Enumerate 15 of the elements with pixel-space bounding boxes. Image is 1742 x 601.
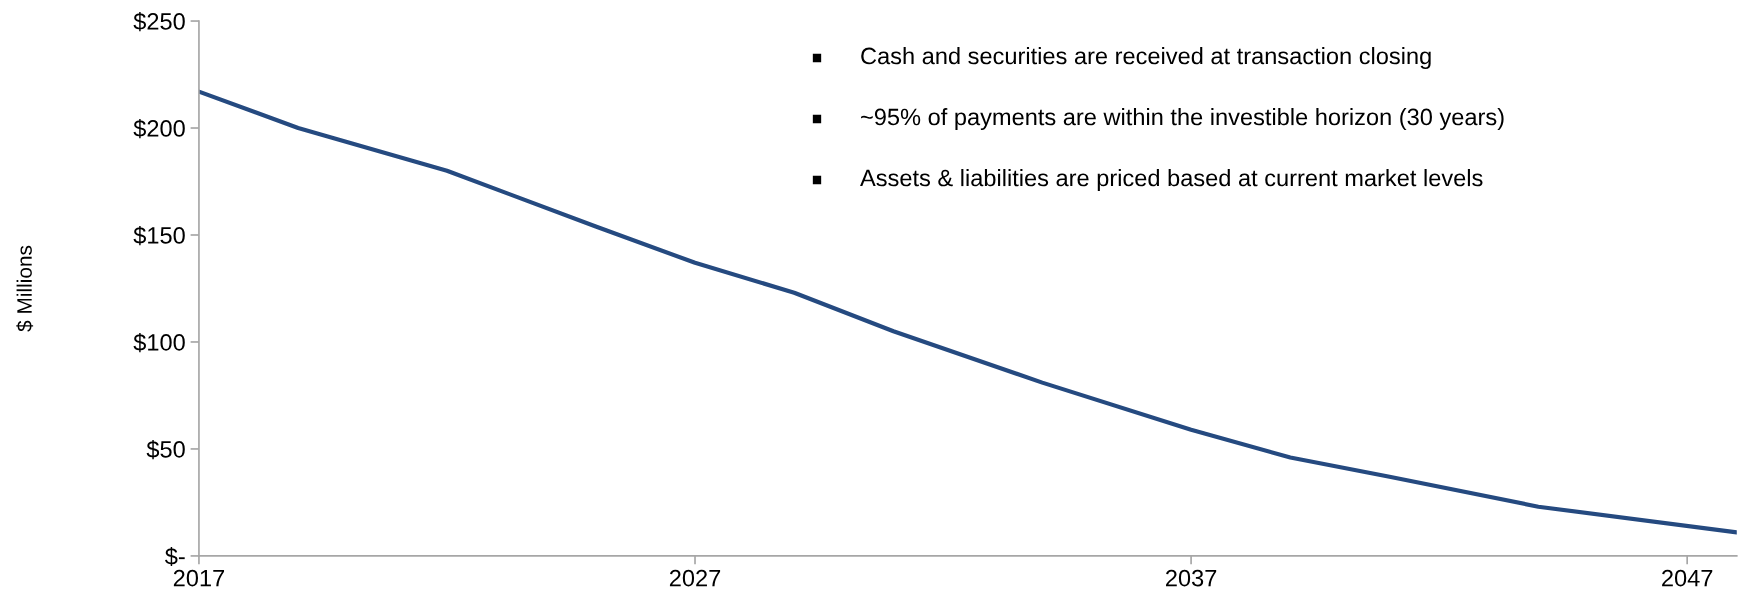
- x-tick-label: 2017: [173, 569, 225, 587]
- y-tick-label: $150: [133, 226, 185, 246]
- annotation: ~95% of payments are within the investible horizon (30 years): [861, 108, 1504, 131]
- line-series: [198, 89, 1737, 535]
- y-tick-label: $100: [133, 333, 185, 353]
- annotation: Cash and securities are received at transaction closing: [861, 47, 1431, 69]
- y-tick-label: $250: [133, 12, 185, 32]
- y-axis-title: $ Millions: [16, 245, 34, 332]
- x-tick-label: 2027: [669, 569, 721, 587]
- annotation: Assets & liabilities are priced based at current market levels: [860, 169, 1483, 191]
- y-tick-label: $200: [133, 119, 185, 139]
- y-tick-label: $50: [146, 440, 185, 460]
- x-tick-label: 2047: [1662, 569, 1713, 587]
- y-tick-label: $-: [165, 547, 185, 567]
- x-tick-label: 2037: [1166, 569, 1217, 587]
